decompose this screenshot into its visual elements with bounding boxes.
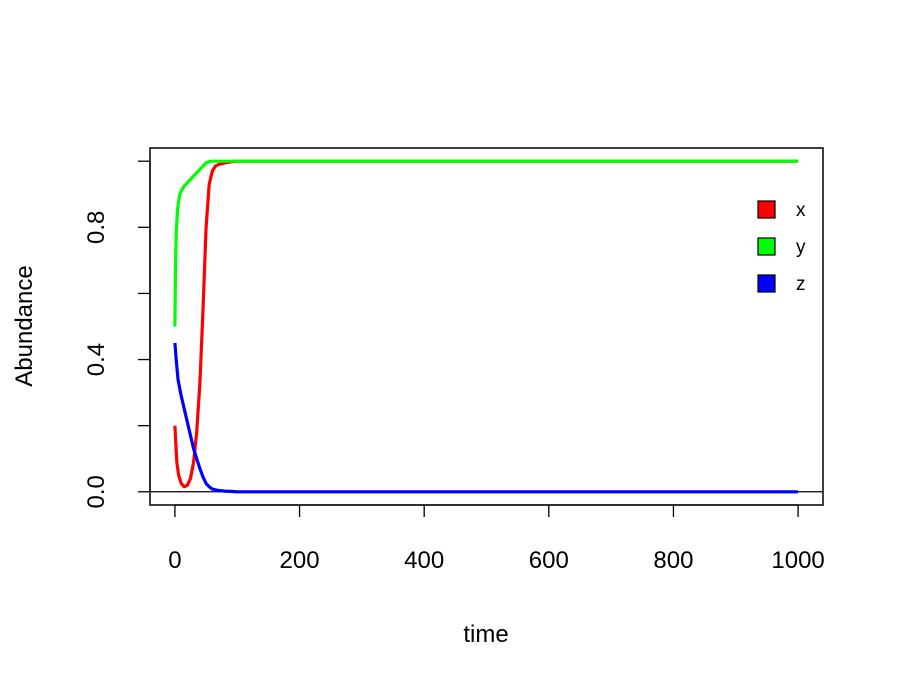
y-axis-title: Abundance xyxy=(11,265,38,386)
legend-label-y: y xyxy=(796,237,806,258)
y-tick-label: 0.8 xyxy=(83,211,110,244)
x-axis-title: time xyxy=(463,621,508,648)
y-tick-label: 0.0 xyxy=(83,475,110,508)
legend-swatch-z xyxy=(757,274,776,293)
series-line-y xyxy=(173,159,799,327)
series-line-z xyxy=(173,342,799,494)
series-line-x xyxy=(173,159,799,489)
x-tick-label: 1000 xyxy=(771,547,824,574)
x-tick-label: 400 xyxy=(404,547,444,574)
y-axis: 0.0 0.4 0.8 xyxy=(83,160,151,508)
x-axis: 0 200 400 600 800 1000 xyxy=(168,504,825,574)
legend-swatch-x xyxy=(757,200,776,219)
legend-label-x: x xyxy=(796,200,806,221)
x-tick-label: 600 xyxy=(529,547,569,574)
legend: xyz xyxy=(757,200,806,295)
series-layer xyxy=(173,159,799,494)
x-tick-label: 800 xyxy=(653,547,693,574)
y-tick-label: 0.4 xyxy=(83,343,110,376)
x-tick-label: 200 xyxy=(280,547,320,574)
legend-label-z: z xyxy=(796,274,806,295)
legend-swatch-y xyxy=(757,237,776,256)
x-tick-label: 0 xyxy=(168,547,181,574)
plot-frame xyxy=(149,147,824,506)
